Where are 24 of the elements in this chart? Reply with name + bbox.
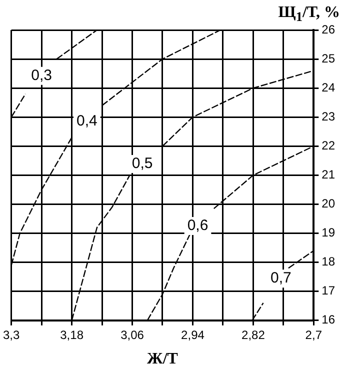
x-tick-label: 2,94 xyxy=(181,328,205,342)
y-axis-title: Щ$_{1}$/Т, % xyxy=(278,4,340,24)
y-tick-label: 23 xyxy=(322,109,336,124)
series-label: 0,6 xyxy=(187,217,208,234)
y-tick-label: 19 xyxy=(322,226,336,240)
y-tick-label: 16 xyxy=(322,312,336,327)
y-tick-label: 24 xyxy=(322,80,336,94)
x-tick-label: 3,18 xyxy=(60,328,84,342)
y-tick-label: 18 xyxy=(322,254,336,269)
y-tick-label: 21 xyxy=(322,168,336,182)
series-label: 0,3 xyxy=(31,67,52,84)
series-label: 0,4 xyxy=(76,112,98,130)
x-tick-label: 3,06 xyxy=(120,328,144,342)
y-tick-label: 26 xyxy=(322,22,336,36)
x-tick-label: 2,7 xyxy=(305,328,322,342)
x-tick-label: 3,3 xyxy=(2,328,20,342)
series-label: 0,7 xyxy=(270,270,292,287)
y-tick-label: 22 xyxy=(322,138,336,152)
y-tick-label: 17 xyxy=(322,284,336,298)
series-label: 0,5 xyxy=(132,155,153,172)
y-tick-label: 25 xyxy=(322,51,336,66)
x-axis-title: Ж/Т xyxy=(147,350,178,368)
y-tick-label: 20 xyxy=(322,196,336,211)
x-tick-label: 2,82 xyxy=(242,328,266,342)
